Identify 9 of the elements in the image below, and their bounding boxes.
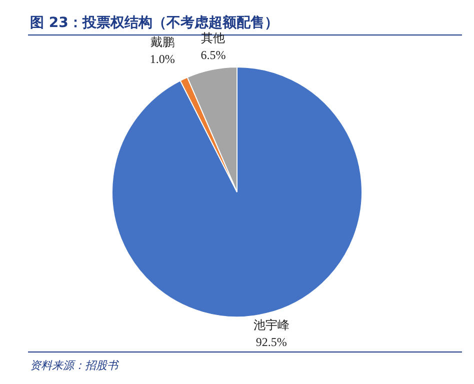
pie-slice	[112, 66, 362, 318]
slice-label: 其他	[201, 31, 226, 46]
slice-label: 池宇峰	[253, 318, 290, 332]
data-label: 6.5%	[200, 48, 226, 62]
data-label: 92.5%	[256, 334, 287, 349]
text: 资料来源：招股书	[30, 359, 120, 372]
data-label: 1.0%	[150, 52, 175, 66]
chart-title: 图 23：投票权结构（不考虑超额配售）	[30, 14, 278, 31]
slice-label: 戴鹏	[150, 35, 174, 49]
